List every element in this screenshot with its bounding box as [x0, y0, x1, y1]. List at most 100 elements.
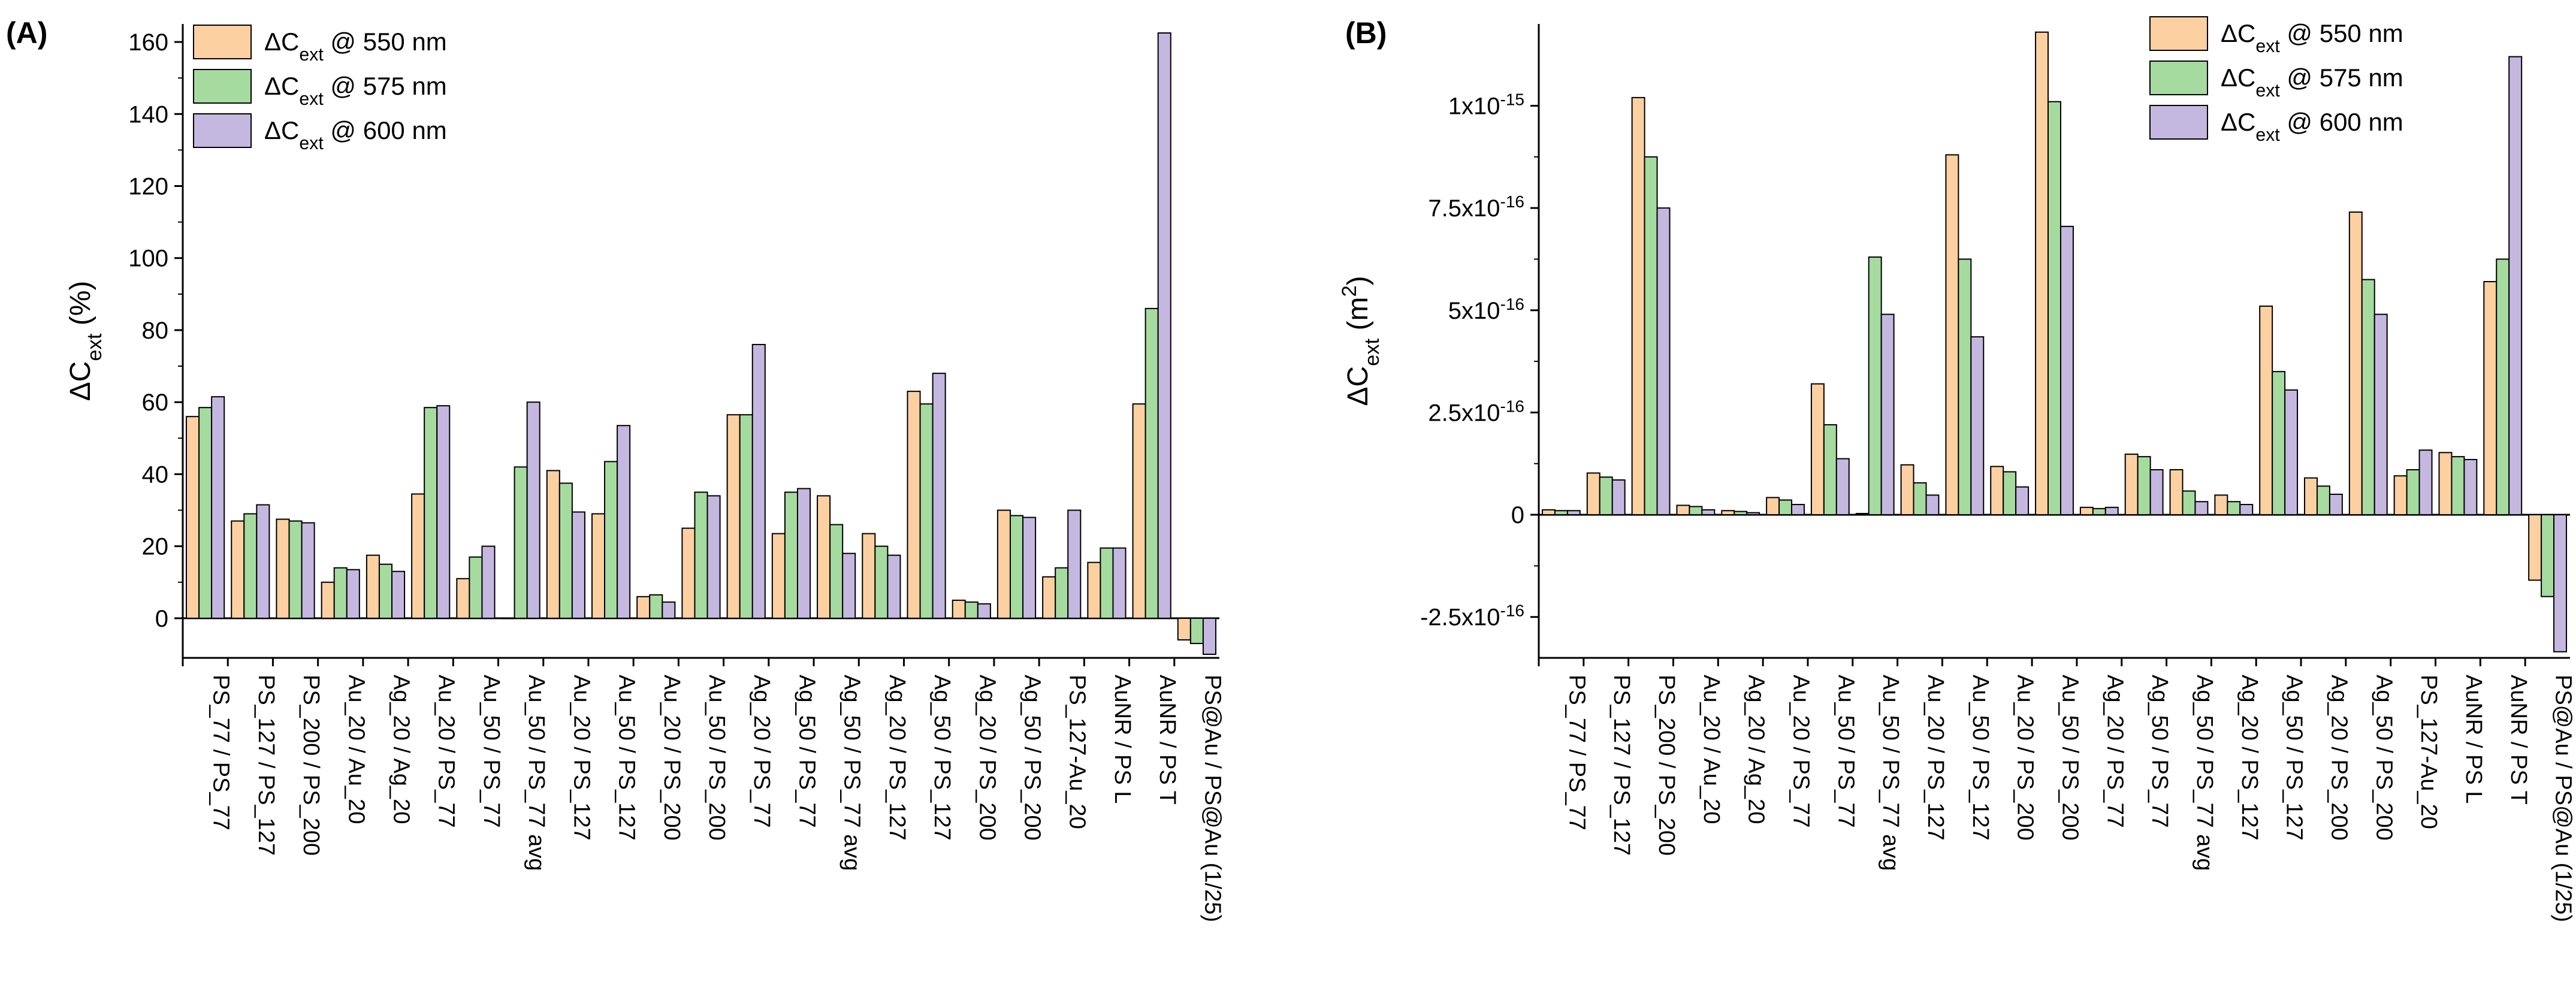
panel-label-b: (B) — [1345, 16, 1387, 50]
bar-a-600-16 — [932, 373, 946, 619]
bar-a-600-17 — [977, 603, 991, 619]
bar-a-550-15 — [862, 533, 876, 619]
bar-b-575-5 — [1778, 499, 1793, 516]
bar-a-550-22 — [1177, 617, 1191, 641]
y-tick-label-a: 160 — [128, 29, 168, 56]
x-tick-label-a: PS_200 / PS_200 — [298, 675, 324, 856]
x-tick-label-a: AuNR / PS T — [1155, 675, 1180, 805]
bar-b-550-22 — [2528, 514, 2542, 581]
bar-a-575-22 — [1189, 617, 1204, 644]
x-tick-label-a: Au_50 / PS_200 — [704, 675, 729, 841]
bar-b-550-6 — [1810, 383, 1825, 516]
x-tick-label-a: Au_50 / PS_77 — [479, 675, 504, 828]
bar-b-550-2 — [1631, 96, 1645, 516]
x-tick-label-a: Au_20 / PS_200 — [659, 675, 684, 841]
bar-b-600-22 — [2553, 514, 2568, 652]
bar-a-600-12 — [751, 344, 766, 619]
bar-a-550-11 — [681, 527, 696, 619]
bar-a-550-3 — [321, 581, 335, 619]
bar-a-575-0 — [198, 407, 213, 619]
bar-a-600-14 — [842, 552, 856, 619]
bar-a-575-7 — [514, 466, 528, 619]
bar-a-550-6 — [456, 578, 470, 619]
bar-b-600-17 — [2329, 493, 2343, 516]
panel-label-a: (A) — [6, 16, 47, 50]
bar-b-550-13 — [2124, 454, 2139, 516]
bar-b-550-12 — [2079, 506, 2094, 516]
bar-b-575-17 — [2316, 485, 2330, 516]
y-tick-label-b: 7.5x10-16 — [1428, 192, 1524, 222]
legend-swatch-a-600 — [193, 113, 252, 148]
bar-b-550-7 — [1855, 513, 1870, 516]
x-tick-label-b: Ag_20 / PS_200 — [2326, 675, 2351, 841]
bar-a-600-0 — [211, 396, 225, 619]
bar-a-550-14 — [817, 495, 831, 619]
x-tick-label-a: PS@Au / PS@Au (1/25) — [1200, 675, 1225, 922]
bar-a-600-21 — [1157, 32, 1171, 619]
bar-a-550-7 — [501, 617, 515, 620]
bar-b-550-15 — [2214, 494, 2228, 516]
bar-a-550-1 — [231, 520, 245, 619]
bar-a-600-10 — [662, 601, 676, 619]
bar-a-550-20 — [1087, 561, 1101, 619]
y-tick-label-b: -2.5x10-16 — [1420, 601, 1524, 631]
bar-a-600-9 — [617, 425, 631, 619]
bar-b-575-15 — [2227, 501, 2241, 516]
bar-b-575-19 — [2406, 469, 2420, 516]
bar-b-575-16 — [2272, 371, 2286, 516]
y-tick-label-a: 100 — [128, 246, 168, 272]
bar-a-575-21 — [1144, 307, 1159, 619]
bar-a-600-7 — [526, 401, 540, 619]
bar-b-550-17 — [2304, 477, 2318, 516]
y-tick-label-b: 1x10-15 — [1448, 90, 1524, 120]
bar-b-600-2 — [1656, 207, 1671, 516]
bar-a-600-8 — [571, 511, 585, 619]
y-tick-label-b: 2.5x10-16 — [1428, 397, 1524, 427]
bar-b-575-0 — [1554, 510, 1568, 516]
x-tick-label-b: Au_50 / PS_200 — [2058, 675, 2083, 841]
bar-b-600-5 — [1791, 504, 1805, 516]
bar-a-550-21 — [1132, 403, 1146, 619]
y-tick-label-a: 60 — [142, 389, 169, 416]
bar-a-575-4 — [378, 563, 393, 619]
x-tick-label-b: Ag_20 / PS_127 — [2237, 675, 2262, 841]
bar-b-575-3 — [1689, 506, 1703, 516]
x-tick-label-b: Au_50 / PS_127 — [1968, 675, 1993, 841]
bar-b-575-18 — [2361, 279, 2375, 516]
bar-b-600-4 — [1746, 512, 1760, 516]
bar-a-550-16 — [907, 391, 921, 619]
bar-b-550-4 — [1721, 510, 1735, 516]
x-tick-label-a: Ag_20 / PS_127 — [884, 675, 910, 841]
bar-b-575-1 — [1599, 476, 1613, 516]
x-tick-label-a: PS_77 / PS_77 — [209, 675, 234, 830]
bar-a-550-5 — [411, 493, 425, 619]
x-tick-label-b: Ag_50 / PS_127 — [2282, 675, 2307, 841]
bar-a-550-9 — [591, 513, 606, 619]
bar-b-600-16 — [2284, 389, 2299, 516]
x-tick-label-b: PS_127-Au_20 — [2416, 675, 2441, 829]
bar-b-575-4 — [1734, 510, 1748, 516]
bar-a-575-20 — [1100, 547, 1114, 619]
bar-a-600-1 — [256, 504, 270, 619]
legend-label-a-550: ΔCext @ 550 nm — [264, 28, 447, 65]
bar-a-575-16 — [919, 403, 934, 619]
bar-b-550-10 — [1990, 466, 2004, 516]
bar-a-550-4 — [366, 554, 380, 619]
x-tick-label-a: Ag_50 / PS_77 — [794, 675, 819, 828]
legend-label-b-575: ΔCext @ 575 nm — [2221, 64, 2403, 101]
bar-a-575-3 — [333, 567, 348, 619]
bar-a-600-19 — [1067, 509, 1082, 619]
bar-b-600-18 — [2373, 313, 2388, 516]
bar-a-575-6 — [469, 556, 483, 619]
bar-a-600-11 — [706, 495, 721, 619]
y-tick-label-a: 120 — [128, 174, 168, 200]
bar-b-550-18 — [2348, 211, 2363, 516]
bar-a-550-8 — [546, 470, 560, 619]
bar-a-550-0 — [186, 416, 200, 619]
x-tick-label-a: Ag_50 / PS_200 — [1020, 675, 1045, 841]
x-tick-label-b: Ag_50 / PS_77 — [2147, 675, 2172, 828]
bar-a-600-3 — [346, 569, 360, 619]
y-tick-label-a: 20 — [142, 534, 169, 560]
x-tick-label-b: Au_50 / PS_77 avg — [1878, 675, 1903, 871]
bar-b-600-15 — [2239, 504, 2254, 516]
